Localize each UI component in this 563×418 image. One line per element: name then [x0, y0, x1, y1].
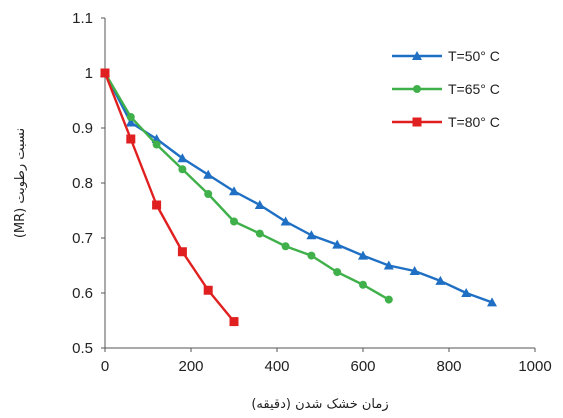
data-point [126, 134, 136, 144]
ticks: 0 200 400 600 800 1000 0.5 0.6 0.7 0.8 0.9 1 1.1 [72, 10, 552, 375]
data-point [383, 260, 394, 270]
data-point [435, 275, 446, 285]
series-line [103, 72, 235, 323]
x-axis-title: زمان خشک شدن (دقیقه) [251, 397, 388, 412]
y-axis-title: نسبت رطوبت (MR) [13, 128, 28, 238]
data-point [152, 200, 162, 210]
x-tick-label: 600 [350, 358, 375, 375]
legend-label: T=80° C [448, 114, 500, 130]
legend-item: T=50° C [392, 48, 500, 64]
data-point [358, 250, 368, 260]
legend-swatch-marker [413, 85, 421, 93]
data-point [254, 200, 265, 209]
legend: T=50° C T=65° C T=80° C [392, 48, 500, 130]
y-tick-label: 0.5 [72, 340, 93, 357]
data-point [280, 216, 291, 226]
data-point [177, 153, 188, 163]
series-1 [100, 68, 497, 307]
data-point [152, 140, 161, 149]
data-point [204, 190, 213, 198]
y-tick-label: 1.1 [72, 10, 93, 27]
data-point [178, 165, 187, 174]
data-point [100, 68, 110, 78]
series-2 [101, 69, 393, 304]
x-tick-label: 1000 [518, 358, 551, 375]
data-point [359, 280, 367, 289]
data-point [230, 217, 238, 226]
data-point [409, 266, 420, 275]
data-point [307, 251, 316, 260]
data-point [229, 186, 239, 196]
data-point [229, 317, 239, 327]
series-3 [100, 68, 239, 327]
legend-label: T=65° C [448, 81, 500, 97]
data-point [384, 295, 393, 304]
data-point [306, 230, 317, 240]
data-point [461, 288, 472, 297]
y-tick-label: 0.6 [72, 285, 93, 302]
series-layer [100, 68, 497, 327]
x-tick-label: 800 [436, 358, 461, 375]
y-tick-label: 0.7 [72, 230, 93, 247]
legend-swatch-marker [412, 51, 422, 60]
legend-swatch-marker [412, 117, 422, 127]
data-point [126, 113, 135, 121]
data-point [332, 239, 343, 249]
y-tick-label: 0.9 [72, 120, 93, 137]
data-point [487, 297, 497, 307]
y-tick-label: 1 [85, 65, 93, 82]
data-point [203, 285, 213, 295]
series-line [103, 72, 493, 304]
data-point [203, 169, 214, 179]
data-point [177, 247, 187, 257]
y-tick-label: 0.8 [72, 175, 93, 192]
legend-label: T=50° C [448, 48, 500, 64]
axes [104, 18, 535, 349]
legend-item: T=80° C [392, 114, 500, 130]
data-point [281, 242, 290, 251]
data-point [125, 117, 136, 127]
legend-item: T=65° C [392, 81, 500, 97]
data-point [333, 268, 342, 277]
series-line [103, 72, 390, 301]
data-point [255, 229, 264, 238]
x-tick-label: 0 [101, 358, 109, 375]
x-tick-label: 200 [178, 358, 203, 375]
x-tick-label: 400 [264, 358, 289, 375]
